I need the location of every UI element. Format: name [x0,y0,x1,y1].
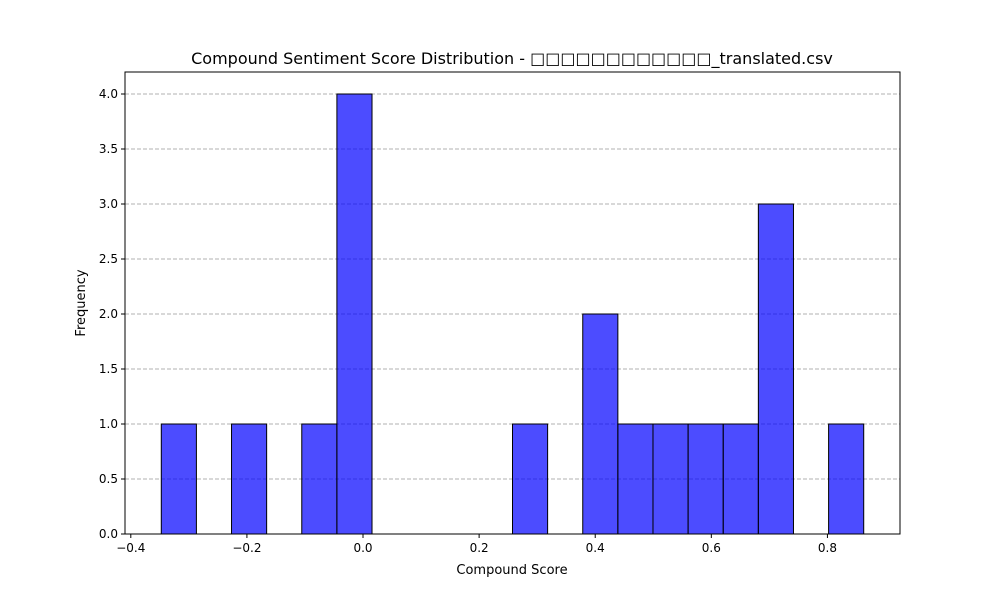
x-tick-label: −0.4 [116,541,145,555]
histogram-bar [687,423,724,535]
y-tick-label: 1.5 [99,362,118,376]
x-tick-label: 0.0 [353,541,372,555]
plot-area-frame [124,71,901,535]
y-tick-label: 2.0 [99,307,118,321]
histogram-bar [757,203,794,535]
y-tick-label: 0.0 [99,527,118,541]
histogram-bar [722,423,759,535]
histogram-bar [828,423,865,535]
histogram-bar [652,423,689,535]
histogram-bar [336,93,373,535]
x-tick-label: 0.4 [586,541,605,555]
x-tick-label: 0.6 [702,541,721,555]
y-tick-label: 3.5 [99,142,118,156]
x-tick-label: 0.8 [818,541,837,555]
y-tick-label: 2.5 [99,252,118,266]
x-tick-label: −0.2 [232,541,261,555]
x-axis-label: Compound Score [456,563,567,578]
histogram-bars [160,93,865,535]
y-axis-ticks: 0.0 0.5 1.0 1.5 2.0 2.5 3.0 3.5 4.0 [99,87,125,541]
chart-title: Compound Sentiment Score Distribution - … [191,49,833,69]
histogram-bar [617,423,654,535]
x-tick-label: 0.2 [470,541,489,555]
y-axis-label: Frequency [74,269,89,336]
histogram-bar [231,423,268,535]
y-tick-label: 4.0 [99,87,118,101]
histogram-bar [512,423,549,535]
histogram-bar [301,423,338,535]
y-tick-label: 1.0 [99,417,118,431]
x-axis-ticks: −0.4 −0.2 0.0 0.2 0.4 0.6 0.8 [116,534,837,555]
histogram-bar [160,423,197,535]
y-tick-label: 3.0 [99,197,118,211]
y-tick-label: 0.5 [99,472,118,486]
histogram-bar [582,313,619,535]
